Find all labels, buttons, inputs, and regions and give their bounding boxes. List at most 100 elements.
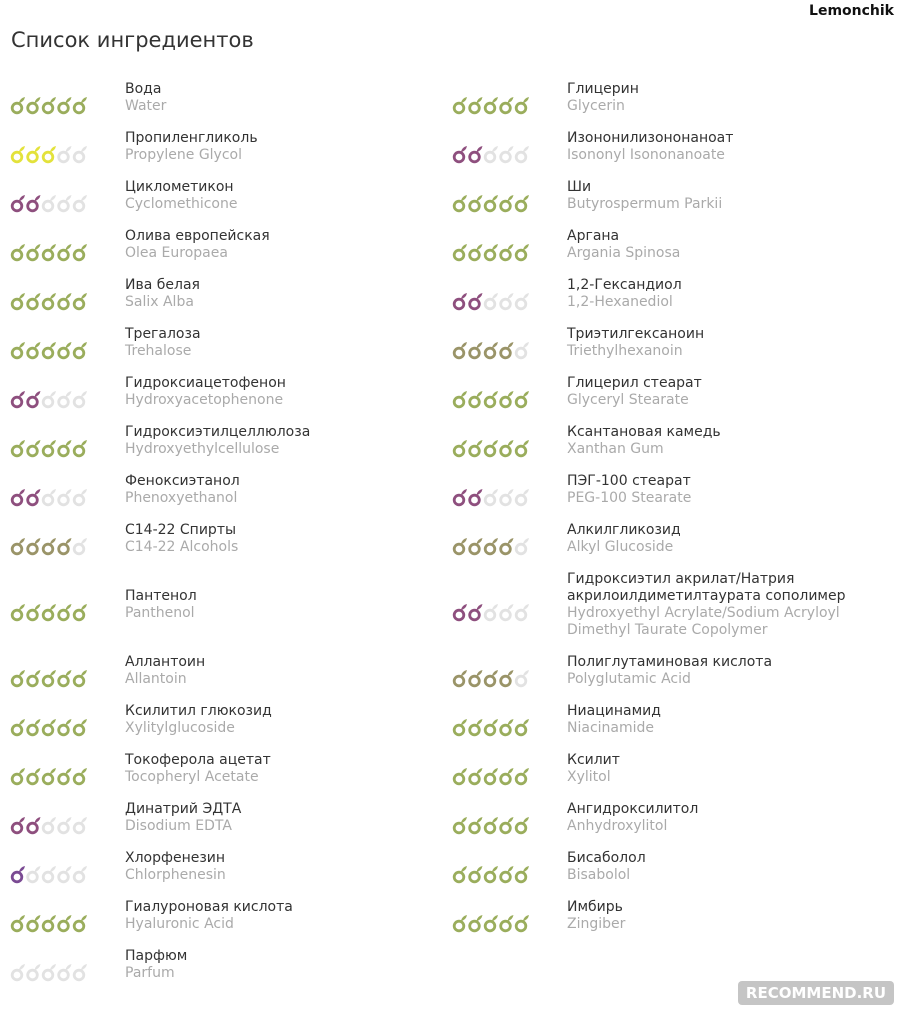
rating-icon: [514, 390, 529, 408]
ingredient: Гидроксиацетофенон Hydroxyacetophenone: [10, 374, 452, 423]
ingredient: Динатрий ЭДТА Disodium EDTA: [10, 800, 452, 849]
text: Олива европейская Olea Europaea: [125, 227, 445, 276]
text: Хлорфенезин Chlorphenesin: [125, 849, 445, 898]
rating-icon: [26, 865, 41, 883]
icons: [10, 715, 125, 739]
rating-icon: [483, 439, 498, 457]
rating: [452, 243, 529, 261]
icons: [452, 911, 567, 935]
rating-icon: [57, 96, 72, 114]
rating-icon: [514, 816, 529, 834]
icon-ring: [72, 772, 86, 785]
text: С14-22 Спирты C14-22 Alcohols: [125, 521, 445, 570]
icon-leaf: [523, 96, 529, 103]
icon-ring: [514, 919, 528, 932]
icon-ring: [26, 821, 39, 834]
name: Имбирь: [567, 899, 623, 915]
latin-name: Water: [125, 98, 167, 114]
rating: [452, 145, 529, 163]
icon-ring: [57, 395, 70, 408]
text: Аргана Argania Spinosa: [567, 227, 887, 276]
icon-ring: [26, 444, 39, 457]
icons: [10, 485, 125, 509]
name: Динатрий ЭДТА: [125, 801, 242, 817]
icon-ring: [514, 870, 528, 883]
icon-ring: [72, 968, 86, 981]
icon-ring: [514, 674, 528, 687]
rating-icon: [72, 603, 87, 621]
icon-ring: [483, 821, 497, 834]
ingredient: Ангидроксилитол Anhydroxylitol: [452, 800, 894, 849]
icon-leaf: [81, 603, 87, 610]
latin-name: Phenoxyethanol: [125, 490, 238, 506]
icon-leaf: [65, 145, 72, 152]
icon-ring: [452, 674, 466, 687]
rating-icon: [514, 488, 529, 506]
text: Алкилгликозид Alkyl Glucoside: [567, 521, 887, 570]
rating-icon: [499, 669, 514, 687]
icon-leaf: [19, 145, 25, 152]
rating-icon: [468, 669, 483, 687]
icon-ring: [483, 248, 497, 261]
icon-ring: [10, 542, 24, 555]
icon-leaf: [34, 963, 41, 970]
rating-icon: [41, 341, 56, 359]
icon-leaf: [476, 488, 483, 495]
icon-leaf: [81, 718, 87, 725]
icon-leaf: [476, 865, 483, 872]
icon-ring: [57, 542, 70, 555]
latin-name: Butyrospermum Parkii: [567, 196, 723, 212]
icon-leaf: [492, 537, 498, 544]
rating: [10, 603, 87, 621]
icon-ring: [10, 297, 24, 310]
name: Феноксиэтанол: [125, 473, 240, 489]
icon-leaf: [507, 488, 514, 495]
ingredient: Изононилизононаноат Isononyl Isononanoate: [452, 129, 894, 178]
ingredient: Бисаболол Bisabolol: [452, 849, 894, 898]
icon-leaf: [523, 767, 529, 774]
icon-ring: [41, 821, 55, 834]
name: Пропиленгликоль: [125, 130, 258, 146]
rating-icon: [452, 439, 467, 457]
icon-leaf: [34, 816, 41, 823]
rating-icon: [72, 718, 87, 736]
icon-ring: [514, 608, 528, 621]
icon-leaf: [507, 145, 514, 152]
icon-leaf: [461, 194, 467, 201]
icon-leaf: [492, 603, 498, 610]
icons: [10, 387, 125, 411]
latin-name: Allantoin: [125, 671, 187, 687]
rating: [452, 816, 529, 834]
text: Феноксиэтанол Phenoxyethanol: [125, 472, 445, 521]
rating-icon: [26, 537, 41, 555]
rating-icon: [452, 669, 467, 687]
icon-ring: [499, 395, 512, 408]
rating-icon: [468, 767, 483, 785]
rating-icon: [483, 194, 498, 212]
rating-icon: [452, 96, 467, 114]
latin-name: Trehalose: [125, 343, 192, 359]
icon-ring: [41, 542, 55, 555]
icon-leaf: [507, 669, 514, 676]
rating-icon: [41, 914, 56, 932]
rating-icon: [26, 767, 41, 785]
rating-icon: [468, 292, 483, 310]
icon-ring: [483, 444, 497, 457]
rating-icon: [72, 341, 87, 359]
icon-leaf: [507, 865, 514, 872]
icon-leaf: [50, 292, 56, 299]
icon-ring: [483, 723, 497, 736]
icon-ring: [483, 493, 497, 506]
icon-ring: [499, 919, 512, 932]
name: Алкилгликозид: [567, 522, 681, 538]
icon-ring: [26, 493, 39, 506]
icon-leaf: [34, 439, 41, 446]
rating-icon: [483, 816, 498, 834]
text: Глицерил стеарат Glyceryl Stearate: [567, 374, 887, 423]
name: Гидроксиэтил акрилат/Натрия акрилоилдиме…: [567, 571, 846, 604]
rating-icon: [72, 669, 87, 687]
icons: [452, 813, 567, 837]
name: Ксилит: [567, 752, 620, 768]
rating-icon: [10, 145, 25, 163]
icon-ring: [57, 723, 70, 736]
